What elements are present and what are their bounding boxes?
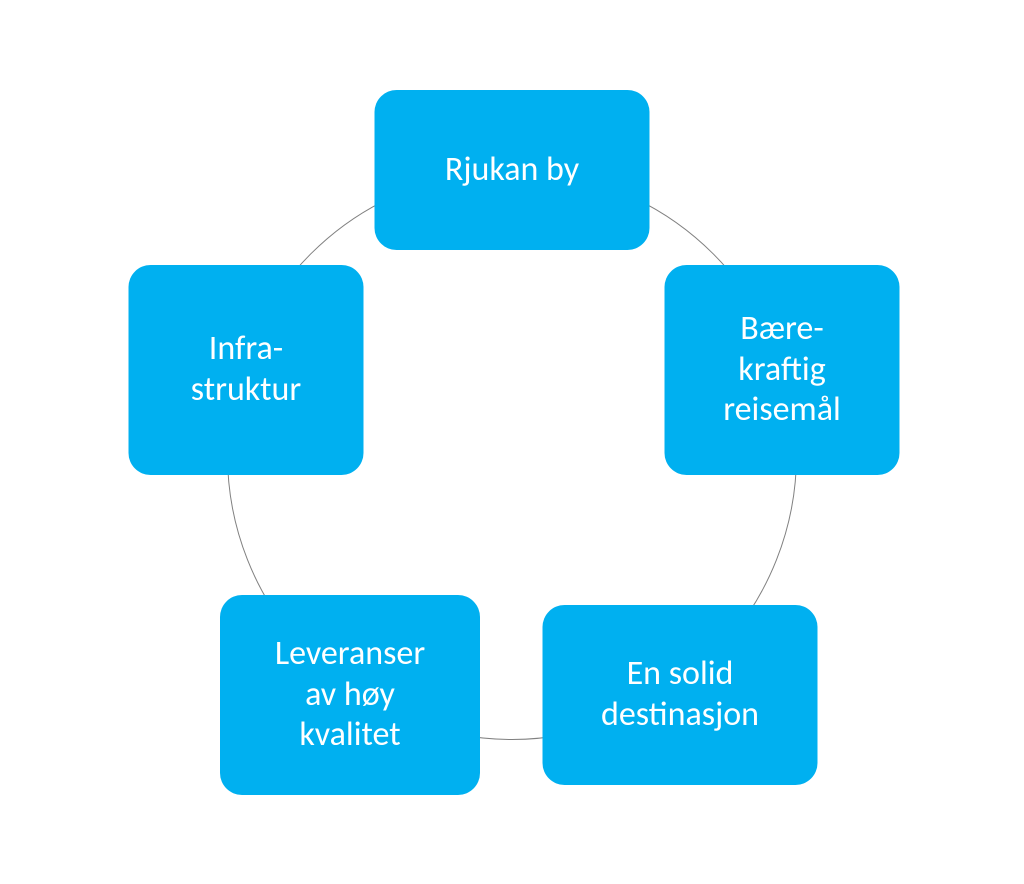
node-bottom-left: Leveranser av høy kvalitet [220, 595, 480, 795]
node-right: Bære- kraftig reisemål [665, 265, 900, 475]
cycle-diagram: Rjukan by Bære- kraftig reisemål En soli… [0, 0, 1024, 884]
node-bottom-right: En solid destinasjon [543, 605, 818, 785]
node-left: Infra- struktur [129, 265, 364, 475]
node-top: Rjukan by [375, 90, 650, 250]
